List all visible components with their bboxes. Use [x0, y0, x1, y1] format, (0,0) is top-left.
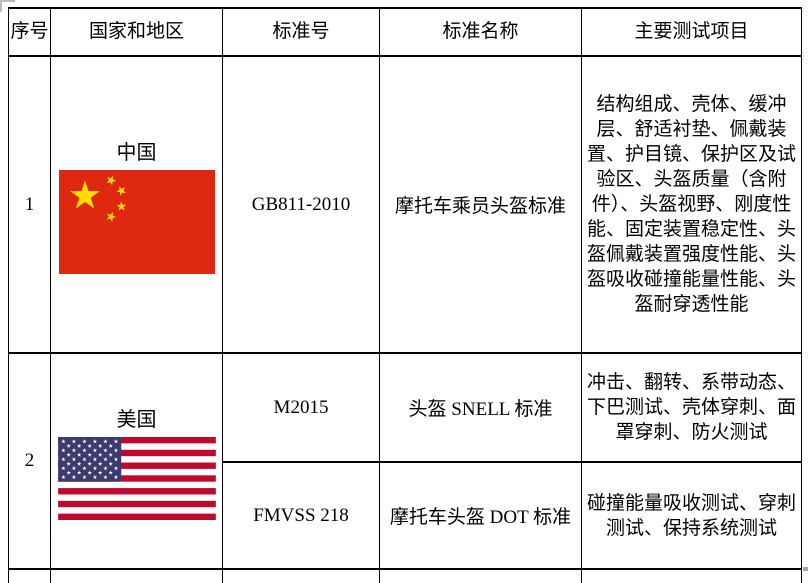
standard-no-cell: M2015 — [222, 352, 380, 463]
row-index-cell: 2 — [8, 352, 51, 570]
test-items-cell: 碰撞能量吸收测试、穿刺测试、保持系统测试 — [581, 461, 802, 570]
table-row-usa-dot: FMVSS 218 摩托车头盔 DOT 标准 碰撞能量吸收测试、穿刺测试、保持系… — [9, 461, 802, 570]
test-items-cell: 结构组成、壳体、缓冲层、舒适衬垫、佩戴装置、护目镜、保护区及试验区、头盔质量（含… — [581, 55, 802, 354]
standard-no-cell: FMVSS 218 — [222, 461, 380, 570]
country-label: 中国 — [116, 141, 157, 164]
table-header-row: 序号 国家和地区 标准号 标准名称 主要测试项目 — [8, 7, 802, 57]
country-cell-usa: 美国 — [50, 352, 223, 570]
table-row-partial — [8, 568, 802, 583]
ui-artifact — [0, 0, 2, 12]
standard-name-cell: 摩托车乘员头盔标准 — [379, 55, 582, 354]
test-items-cell: 冲击、翻转、系带动态、下巴测试、壳体穿刺、面罩穿刺、防火测试 — [581, 352, 802, 463]
ui-artifact — [0, 0, 15, 2]
empty-cell — [581, 568, 802, 583]
standard-name-cell: 头盔 SNELL 标准 — [379, 352, 582, 463]
helmet-standards-table: 序号 国家和地区 标准号 标准名称 主要测试项目 1 中国 — [8, 7, 802, 583]
usa-flag-icon — [57, 436, 216, 520]
header-cell-standard-name: 标准名称 — [379, 7, 582, 57]
empty-cell — [50, 568, 223, 583]
country-label: 美国 — [116, 408, 157, 431]
empty-cell — [8, 568, 51, 583]
header-cell-index: 序号 — [8, 7, 51, 57]
row-index-cell: 1 — [8, 55, 51, 354]
table-row-china: 1 中国 GB811-2010 摩托车乘员头盔标准 结构组成、壳体、缓冲层、舒适… — [8, 55, 802, 354]
country-cell-china: 中国 — [50, 55, 223, 354]
standard-no-cell: GB811-2010 — [222, 55, 380, 354]
header-cell-country: 国家和地区 — [50, 7, 223, 57]
table-row-usa-snell: 2 美国 — [8, 352, 802, 570]
ui-artifact — [803, 567, 808, 571]
empty-cell — [379, 568, 582, 583]
standard-name-cell: 摩托车头盔 DOT 标准 — [379, 461, 582, 570]
header-cell-standard-no: 标准号 — [222, 7, 380, 57]
empty-cell — [222, 568, 380, 583]
china-flag-icon — [58, 169, 215, 274]
header-cell-test-items: 主要测试项目 — [581, 7, 802, 57]
